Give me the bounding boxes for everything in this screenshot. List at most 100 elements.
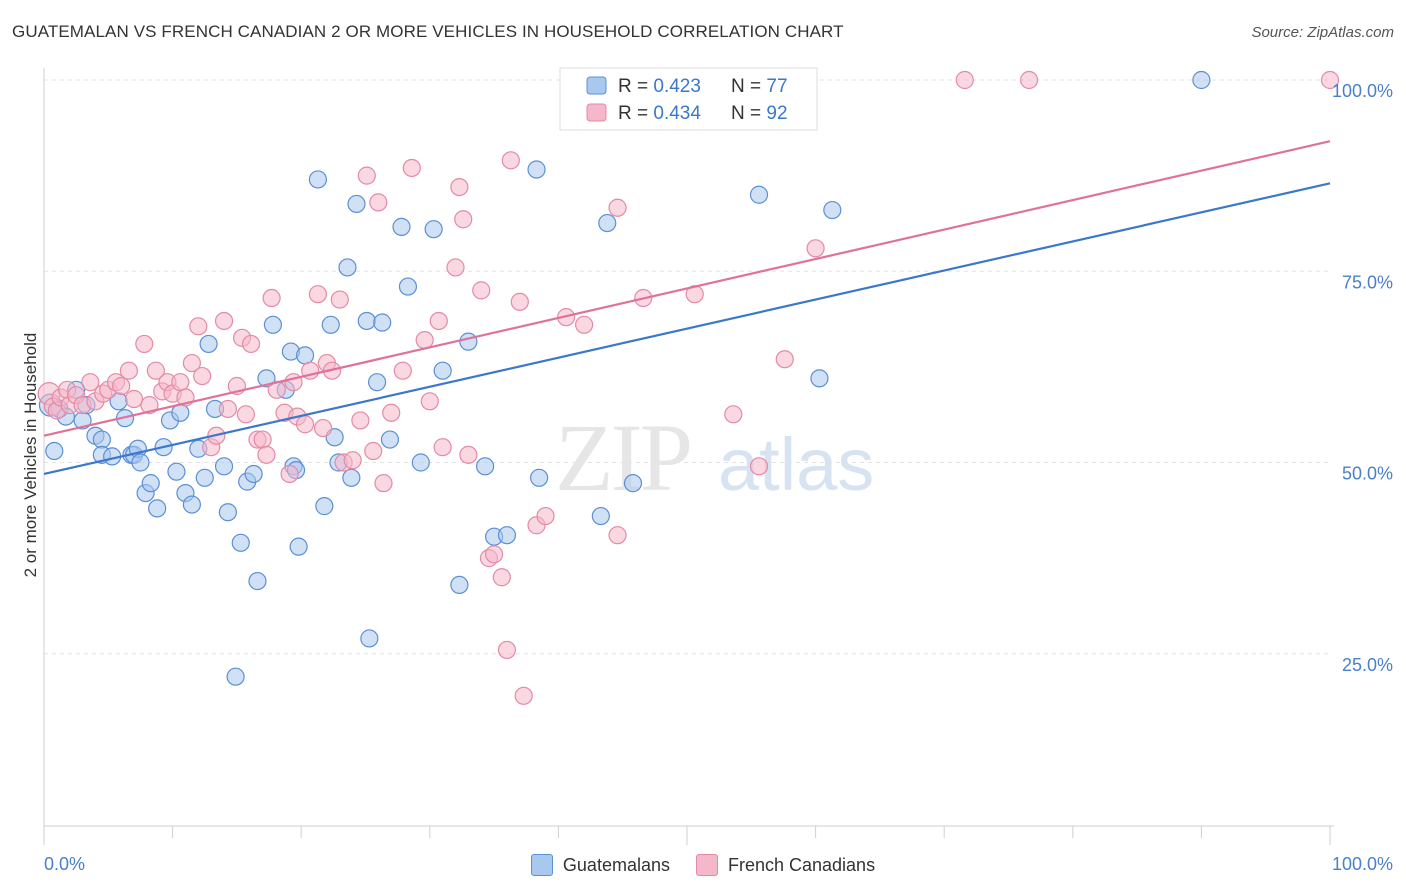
legend-n-value-blue: 77 bbox=[766, 76, 787, 97]
guatemalan-point bbox=[226, 667, 245, 686]
guatemalan-point bbox=[357, 311, 376, 331]
guatemalan-point bbox=[380, 430, 400, 449]
guatemalan-point bbox=[263, 315, 283, 334]
guatemalan-point bbox=[289, 537, 308, 556]
french-canadian-point bbox=[182, 353, 201, 373]
french-canadian-point bbox=[749, 457, 769, 476]
guatemalan-point bbox=[392, 217, 411, 236]
guatemalan-point bbox=[527, 160, 546, 179]
svg-text:R = 0.434: R = 0.434 bbox=[618, 103, 701, 124]
french-canadian-point bbox=[112, 376, 131, 396]
guatemalan-point bbox=[308, 170, 328, 189]
french-canadian-point bbox=[140, 396, 159, 415]
guatemalan-point bbox=[231, 533, 250, 552]
french-canadian-point bbox=[253, 430, 272, 449]
french-canadian-point bbox=[1320, 70, 1340, 90]
guatemalans-label: Guatemalans bbox=[562, 854, 670, 875]
guatemalan-point bbox=[214, 457, 234, 476]
french-canadian-point bbox=[135, 334, 154, 354]
french-canadian-point bbox=[343, 451, 362, 470]
guatemalan-point bbox=[450, 575, 469, 595]
guatemalan-point bbox=[411, 453, 430, 472]
legend-n-value-pink: 92 bbox=[766, 103, 787, 124]
trend-lines bbox=[43, 140, 1331, 476]
guatemalan-point bbox=[424, 220, 443, 239]
french-canadian-point bbox=[393, 361, 412, 380]
legend-n-label-blue: N = bbox=[731, 76, 766, 97]
guatemalan-point bbox=[295, 346, 315, 365]
french-canadian-point bbox=[369, 193, 388, 212]
guatemalan-point bbox=[347, 194, 366, 214]
x-tick-label: 100.0% bbox=[1332, 854, 1393, 874]
french-canadian-point bbox=[382, 403, 401, 422]
french-canadian-point bbox=[313, 418, 333, 438]
svg-text:R = 0.423: R = 0.423 bbox=[618, 76, 701, 97]
legend-r-value-pink: 0.434 bbox=[653, 103, 701, 124]
guatemalan-point bbox=[591, 506, 610, 526]
french-canadian-point bbox=[536, 506, 555, 526]
guatemalan-point bbox=[810, 369, 829, 388]
french-canadian-point bbox=[472, 281, 491, 300]
guatemalan-point bbox=[92, 430, 111, 449]
guatemalan-point bbox=[244, 464, 263, 484]
french-canadian-point bbox=[514, 686, 533, 705]
y-axis-label: 2 or more Vehicles in Household bbox=[21, 333, 40, 578]
french-canadian-point bbox=[608, 198, 627, 217]
french-canadians-trend-line bbox=[43, 140, 1331, 437]
guatemalan-point bbox=[167, 462, 186, 481]
guatemalan-point bbox=[148, 499, 167, 518]
watermark-atlas: atlas bbox=[718, 423, 874, 506]
bottom-legend-guatemalans[interactable]: Guatemalans bbox=[530, 854, 670, 876]
guatemalan-point bbox=[338, 258, 357, 277]
watermark: ZIP atlas bbox=[555, 404, 874, 511]
guatemalan-point bbox=[360, 629, 379, 648]
bottom-legend-french-canadians[interactable]: French Canadians bbox=[695, 854, 876, 876]
french-canadian-point bbox=[171, 373, 190, 392]
french-canadian-point bbox=[295, 415, 315, 434]
guatemalan-point bbox=[1192, 70, 1211, 90]
y-tick-label: 75.0% bbox=[1342, 272, 1393, 292]
guatemalan-point bbox=[749, 185, 769, 204]
guatemalans-points bbox=[38, 70, 1211, 686]
french-canadian-point bbox=[257, 445, 276, 464]
guatemalans-trend-line bbox=[43, 182, 1331, 476]
source-label: Source: ZipAtlas.com bbox=[1251, 24, 1394, 41]
guatemalan-point bbox=[321, 315, 340, 334]
tick-labels: 25.0% 50.0% 75.0% 100.0% 0.0% 100.0% bbox=[44, 81, 1393, 874]
guatemalan-point bbox=[497, 526, 517, 545]
french-canadian-point bbox=[510, 292, 529, 311]
french-canadian-point bbox=[193, 366, 212, 386]
french-canadian-point bbox=[364, 441, 383, 461]
french-canadian-point bbox=[374, 474, 393, 493]
french-canadian-point bbox=[454, 210, 473, 229]
french-canadian-point bbox=[446, 258, 465, 277]
french-canadian-point bbox=[1019, 70, 1039, 90]
french-canadians-label: French Canadians bbox=[727, 854, 876, 875]
y-tick-label: 100.0% bbox=[1332, 81, 1393, 101]
legend-r-label-pink: R = bbox=[618, 103, 653, 124]
y-tick-label: 25.0% bbox=[1342, 655, 1393, 675]
guatemalan-point bbox=[257, 369, 276, 388]
guatemalan-point bbox=[141, 474, 160, 493]
x-tick-label: 0.0% bbox=[44, 854, 85, 874]
french-canadian-point bbox=[575, 315, 594, 334]
top-legend: R = 0.423 N = 77 R = 0.434 N = 92 bbox=[559, 67, 818, 131]
guatemalan-point bbox=[45, 441, 64, 461]
chart-title: GUATEMALAN VS FRENCH CANADIAN 2 OR MORE … bbox=[12, 22, 844, 41]
french-canadian-point bbox=[262, 288, 281, 308]
guatemalan-point bbox=[131, 453, 150, 472]
french-canadian-point bbox=[330, 290, 349, 309]
french-canadian-point bbox=[236, 405, 256, 424]
guatemalan-point bbox=[475, 457, 495, 476]
french-canadian-point bbox=[357, 166, 376, 185]
french-canadian-point bbox=[81, 373, 100, 392]
french-canadian-point bbox=[415, 331, 434, 350]
legend-swatch-blue bbox=[586, 76, 607, 95]
watermark-zip: ZIP bbox=[555, 404, 690, 511]
guatemalan-point bbox=[342, 468, 361, 487]
axes-layer bbox=[43, 68, 1334, 827]
french-canadian-point bbox=[459, 445, 478, 464]
french-canadian-point bbox=[124, 389, 144, 409]
french-canadian-point bbox=[218, 399, 237, 419]
